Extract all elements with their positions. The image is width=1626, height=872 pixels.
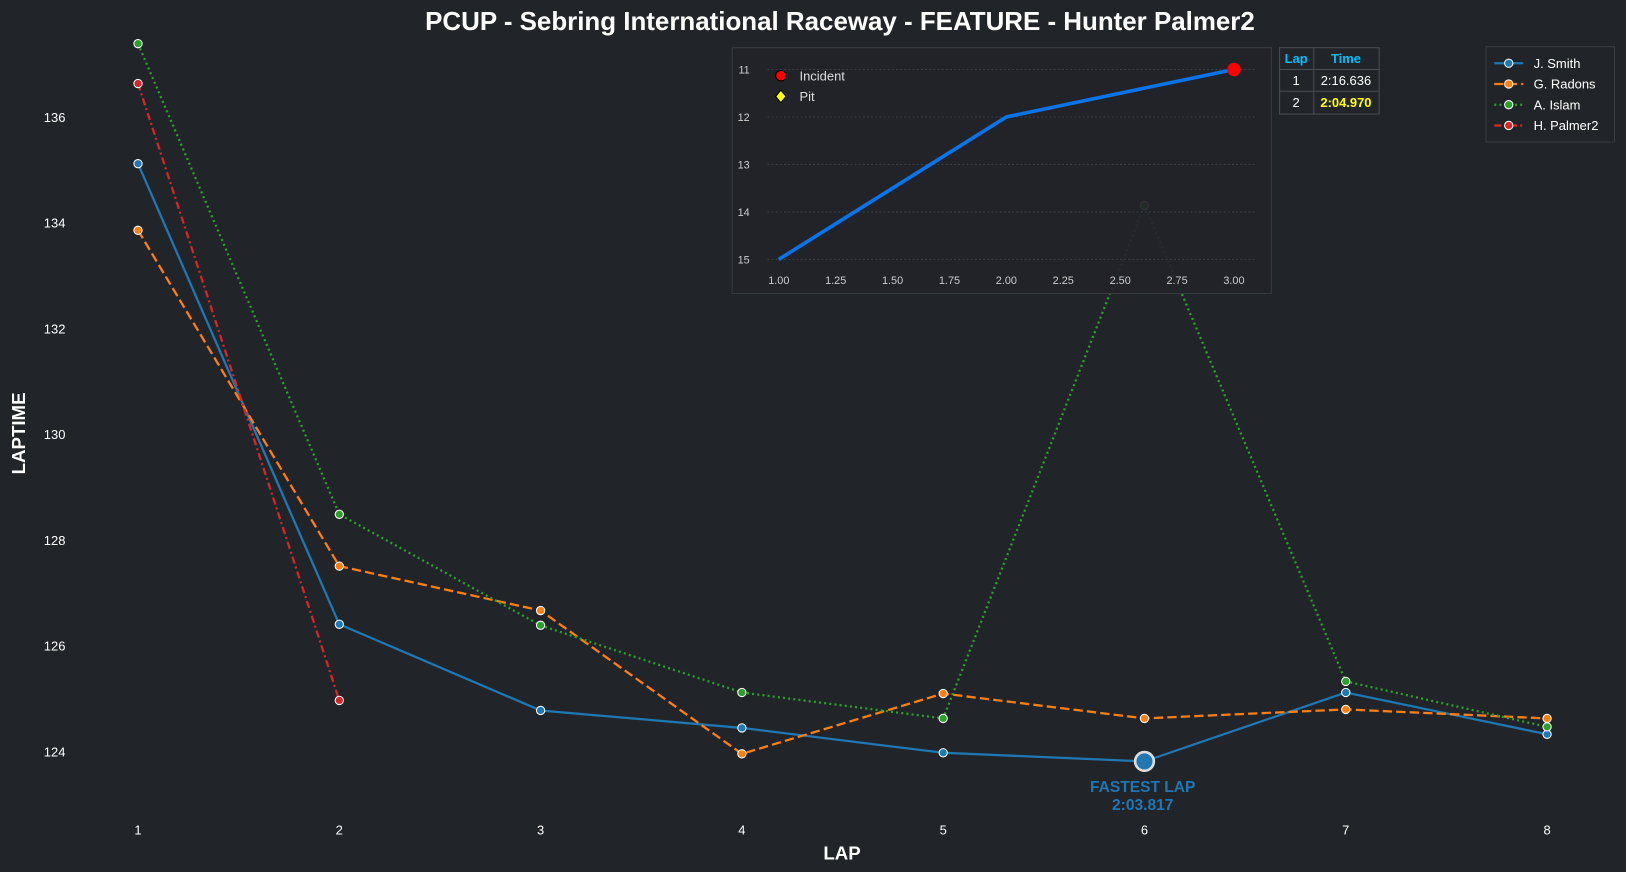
series-line-g-radons [137, 229, 1548, 756]
inset-legend: Incident Pit [774, 68, 846, 104]
data-point [1341, 676, 1351, 687]
incident-marker-icon [775, 69, 787, 82]
legend-marker-icon [1504, 79, 1514, 89]
data-point [334, 695, 344, 706]
data-point [1139, 713, 1150, 724]
data-point [938, 748, 948, 758]
x-tick-label: 7 [1342, 823, 1349, 838]
lap-table: Lap Time 1 2:16.636 2 2:04.970 [1279, 47, 1380, 115]
inset-y-tick-label: 12 [738, 112, 750, 124]
pit-marker-icon [774, 89, 787, 104]
data-point [334, 561, 344, 571]
inset-y-tick-label: 13 [738, 160, 750, 172]
data-point [1341, 687, 1351, 698]
x-tick-label: 6 [1141, 823, 1148, 838]
data-point [535, 620, 546, 631]
inset-x-tick-label: 1.75 [939, 275, 960, 287]
inset-x-tick-label: 1.00 [768, 275, 789, 287]
y-tick-label: 128 [44, 533, 66, 548]
data-point [737, 749, 747, 759]
series-lines [133, 38, 1552, 767]
inset-x-tick-label: 1.25 [825, 275, 846, 287]
y-tick-label: 124 [44, 744, 66, 759]
inset-x-tick-label: 2.00 [996, 275, 1017, 287]
data-point [133, 38, 143, 49]
inset-x-tick-label: 2.75 [1166, 275, 1187, 287]
data-point [938, 713, 948, 724]
inset-x-tick-label: 2.25 [1053, 275, 1074, 287]
legend-label: J. Smith [1534, 56, 1581, 71]
x-tick-label: 3 [537, 823, 544, 838]
data-point [133, 159, 143, 169]
inset-y-tick-label: 15 [738, 255, 750, 267]
legend-label: H. Palmer2 [1534, 118, 1599, 133]
inset-y-tick-label: 14 [738, 207, 750, 219]
data-point [535, 605, 546, 616]
inset-legend-incident: Incident [800, 68, 846, 83]
data-point [334, 619, 344, 629]
fastest-lap-marker [1133, 750, 1156, 773]
x-tick-label: 5 [940, 823, 947, 838]
data-point [1542, 722, 1552, 732]
data-point [133, 78, 143, 89]
y-tick-label: 134 [44, 216, 66, 231]
y-tick-label: 132 [44, 321, 66, 336]
series-line-h-palmer2 [136, 83, 341, 701]
x-tick-label: 1 [134, 823, 141, 838]
legend-marker-icon [1504, 58, 1514, 68]
y-tick-label: 130 [44, 427, 66, 442]
data-point [1542, 713, 1552, 724]
chart-title: PCUP - Sebring International Raceway - F… [425, 8, 1255, 36]
legend-label: A. Islam [1534, 97, 1581, 112]
data-point [535, 705, 546, 716]
x-tick-label: 2 [336, 823, 343, 838]
fastest-lap-time: 2:03.817 [1112, 797, 1173, 814]
x-axis-label: LAP [823, 843, 860, 864]
fastest-lap-annotation: FASTEST LAP 2:03.817 [1090, 750, 1195, 814]
inset-chart: 11 12 13 14 15 1.00 1.25 1.50 1.75 2.00 2.25 2.50 2.… [731, 47, 1272, 294]
table-cell-time: 2:16.636 [1321, 73, 1371, 88]
legend-marker-icon [1504, 100, 1514, 110]
x-tick-label: 4 [738, 823, 745, 838]
data-point [133, 225, 143, 235]
data-point [737, 687, 747, 698]
legend: J. Smith G. Radons A. Islam H. Palmer2 [1485, 46, 1616, 143]
legend-marker-icon [1504, 120, 1514, 131]
y-tick-label: 136 [44, 110, 66, 125]
inset-x-tick-label: 3.00 [1223, 275, 1244, 287]
inset-x-tick-label: 1.50 [882, 275, 903, 287]
y-tick-label: 126 [44, 639, 66, 654]
incident-point [1227, 62, 1241, 77]
data-point [938, 688, 948, 699]
fastest-lap-label: FASTEST LAP [1090, 779, 1195, 796]
data-point [737, 723, 747, 733]
inset-background [731, 47, 1272, 294]
data-point [334, 509, 344, 519]
table-header-time: Time [1331, 51, 1361, 66]
y-axis-label: LAPTIME [8, 392, 29, 474]
series-line-a-islam [136, 43, 1548, 728]
table-cell-lap: 1 [1293, 73, 1300, 88]
series-line-j-smith [136, 163, 1548, 763]
x-tick-label: 8 [1543, 823, 1550, 838]
legend-label: G. Radons [1534, 77, 1596, 92]
table-cell-time-best: 2:04.970 [1320, 95, 1371, 110]
inset-legend-pit: Pit [800, 89, 816, 104]
inset-line [777, 67, 1235, 261]
table-header-lap: Lap [1285, 51, 1308, 66]
table-cell-lap: 2 [1293, 95, 1300, 110]
data-point [1341, 704, 1351, 715]
inset-x-tick-label: 2.50 [1110, 275, 1131, 287]
inset-y-tick-label: 11 [738, 65, 749, 77]
